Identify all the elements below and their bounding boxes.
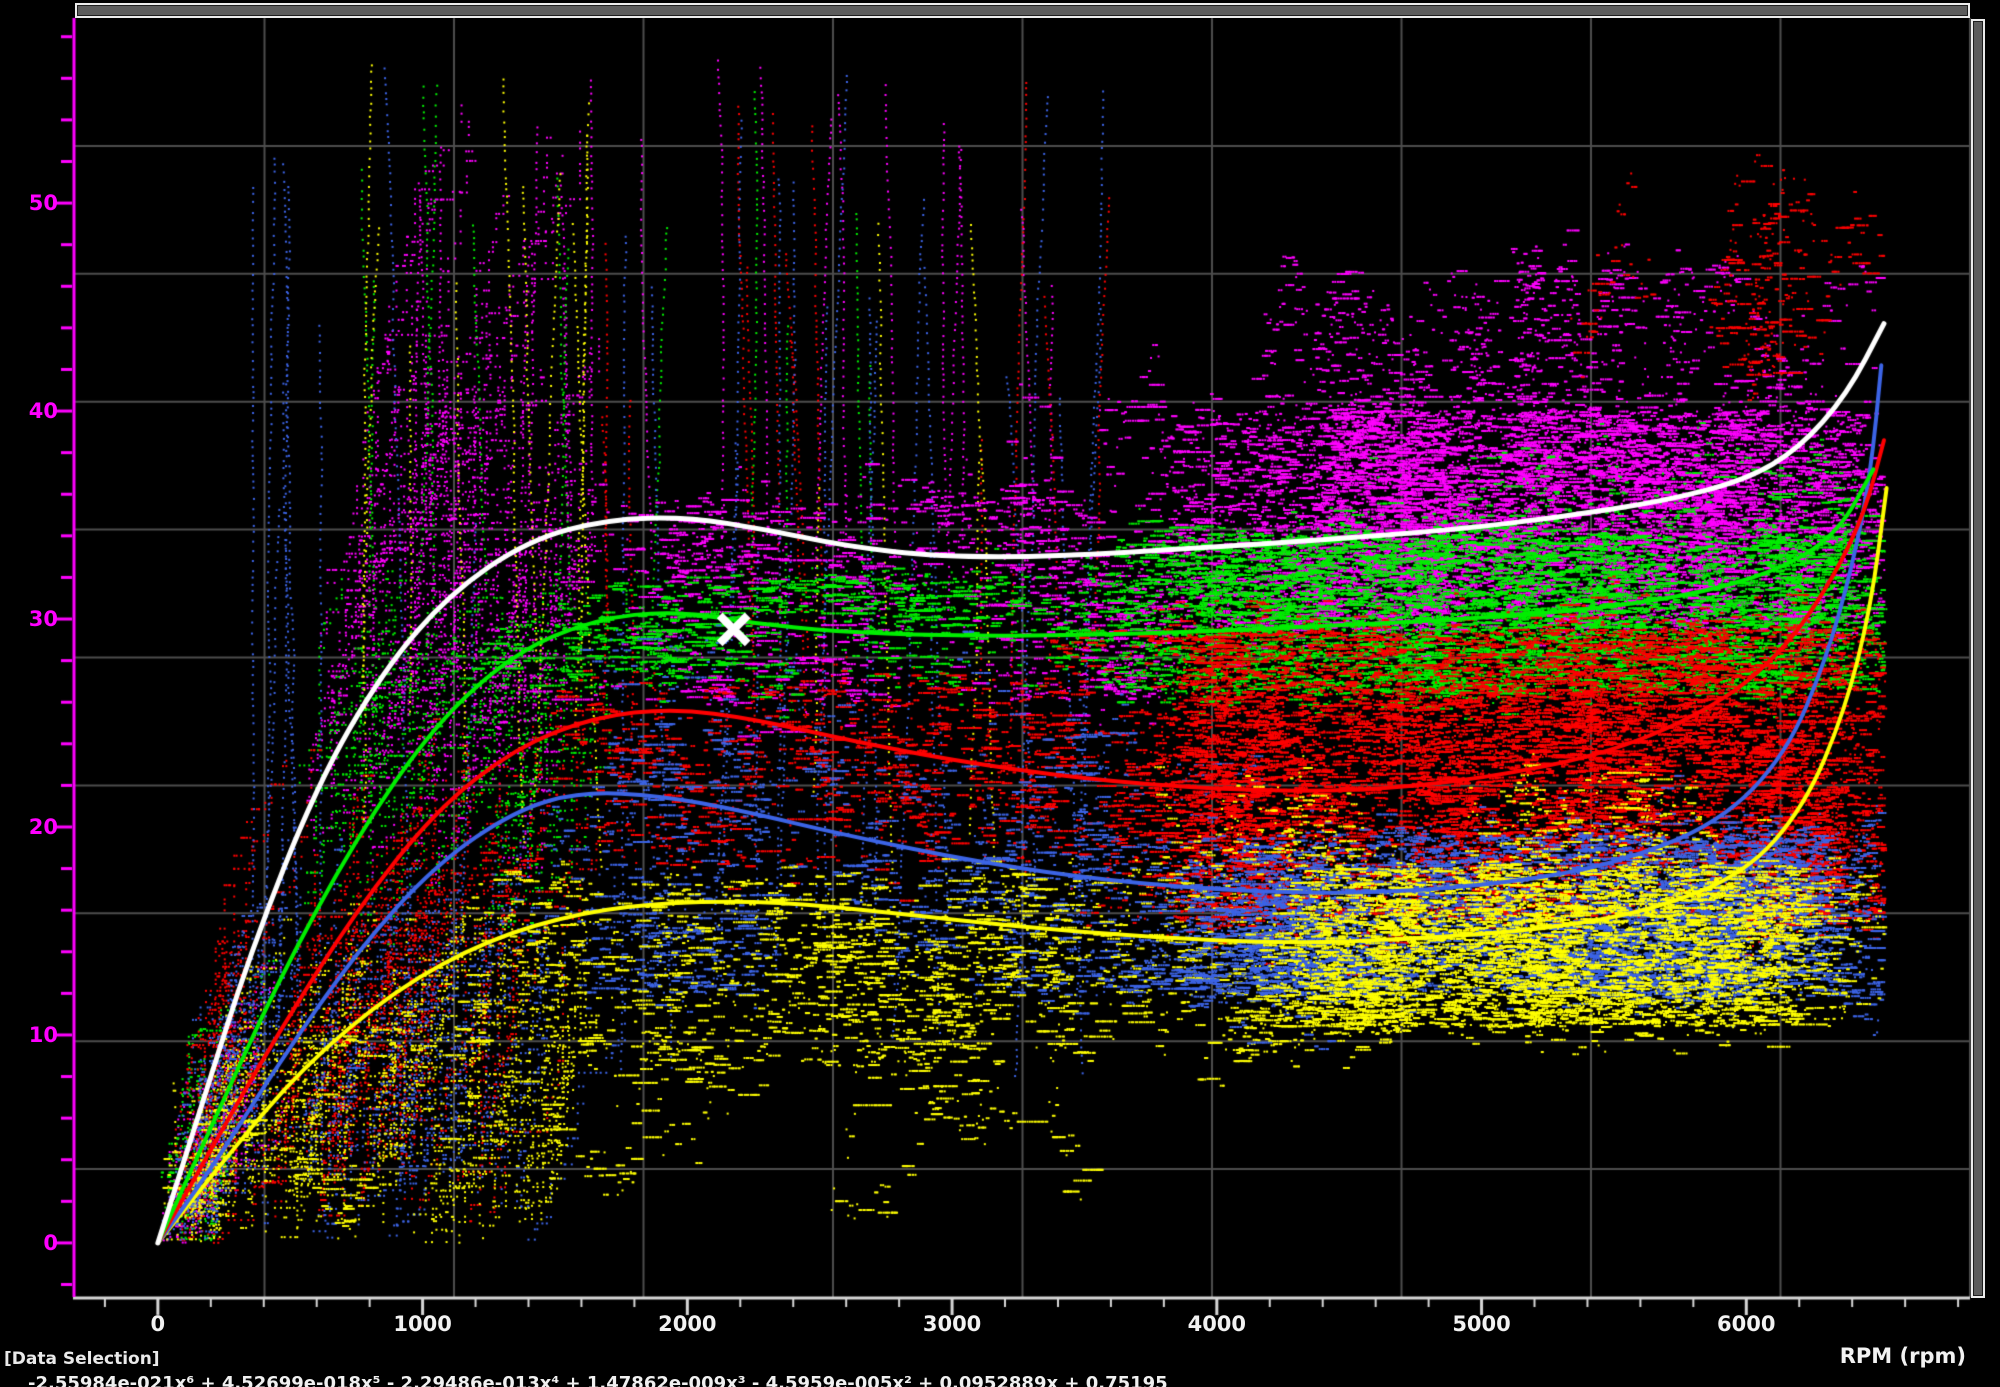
horizontal-scrollbar[interactable]	[75, 3, 1970, 18]
x-tick-label: 1000	[393, 1312, 452, 1336]
x-tick-label: 5000	[1452, 1312, 1511, 1336]
y-tick-label: 10	[28, 1022, 58, 1047]
x-tick-label: 6000	[1717, 1312, 1776, 1336]
x-tick-label: 3000	[922, 1312, 982, 1336]
y-tick-label: 50	[28, 191, 58, 216]
vertical-scrollbar[interactable]	[1971, 19, 1985, 1298]
data-selection-label: [Data Selection]	[4, 1349, 160, 1369]
x-axis-title: RPM (rpm)	[1839, 1344, 1966, 1368]
x-tick-label: 0	[150, 1312, 166, 1336]
y-tick-label: 30	[28, 607, 58, 632]
y-tick-label: 0	[43, 1230, 58, 1255]
trend-formula-text: -2.55984e-021x⁶ + 4.52699e-018x⁵ - 2.294…	[28, 1373, 1168, 1387]
x-tick-label: 2000	[658, 1312, 717, 1336]
x-tick-label: 4000	[1187, 1312, 1247, 1336]
y-tick-label: 40	[28, 399, 58, 424]
y-tick-label: 20	[28, 814, 58, 839]
